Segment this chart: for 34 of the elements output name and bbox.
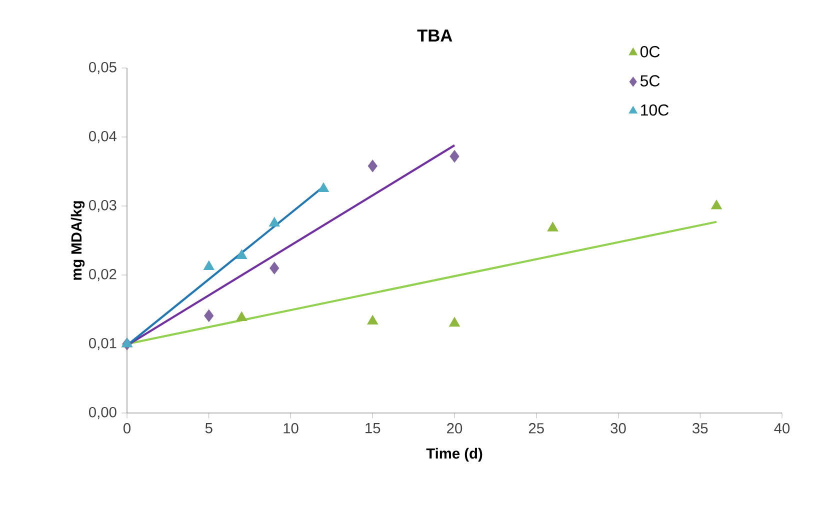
x-tick-label: 10	[284, 423, 298, 434]
y-tick-label: 0,03	[88, 200, 116, 212]
legend-label: 0C	[640, 46, 660, 58]
y-tick-label: 0,05	[88, 62, 116, 74]
legend-label: 10C	[641, 104, 669, 116]
point	[711, 200, 722, 210]
point	[449, 317, 460, 327]
x-tick-label: 5	[205, 423, 212, 434]
x-tick-label: 35	[692, 423, 708, 434]
x-tick-label: 15	[366, 423, 380, 434]
point	[236, 249, 248, 259]
point	[270, 262, 280, 274]
legend-label: 5C	[640, 75, 660, 86]
point	[367, 314, 378, 324]
x-tick-label: 20	[447, 423, 462, 434]
point	[203, 260, 214, 270]
point	[236, 312, 248, 322]
y-tick-label: 0,00	[88, 406, 116, 420]
chart-title: TBA	[417, 30, 452, 42]
x-tick-label: 0	[123, 423, 130, 434]
x-tick-label: 30	[610, 423, 626, 434]
x-tick-label: 25	[528, 423, 544, 434]
y-tick-label: 0,02	[88, 268, 116, 282]
point	[268, 216, 280, 227]
y-tick-label: 0,01	[88, 338, 116, 350]
x-tick-label: 40	[774, 423, 790, 434]
x-axis-title: Time (d)	[426, 448, 482, 462]
point	[450, 150, 460, 163]
point	[547, 222, 558, 232]
point	[204, 309, 214, 322]
point	[318, 182, 329, 192]
y-axis-title: mg MDA/kg	[70, 201, 85, 280]
point	[368, 160, 378, 172]
y-tick-label: 0,04	[88, 130, 117, 144]
